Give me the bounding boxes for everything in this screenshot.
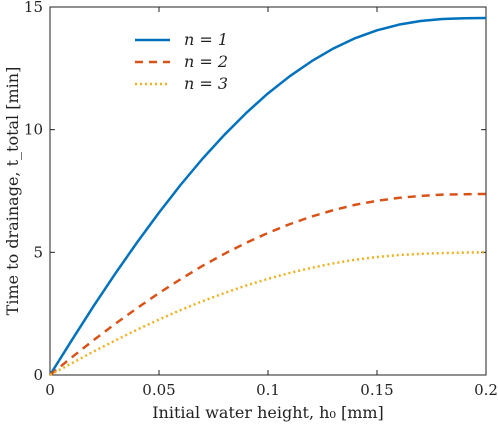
y-tick-label: 10 [24, 121, 43, 139]
plot-frame [49, 6, 487, 376]
x-tick-label: 0.2 [474, 381, 498, 399]
y-tick-label: 0 [33, 366, 43, 384]
axis-ticks [49, 6, 487, 376]
y-axis-label: Time to drainage, t_total [min] [3, 67, 22, 316]
axis-tick-labels: 0 0.05 0.1 0.15 0.2 0 5 10 15 [24, 0, 498, 399]
legend-label-2: n = 2 [184, 52, 228, 71]
legend-label-1: n = 1 [184, 30, 228, 49]
x-tick-label: 0.05 [142, 381, 175, 399]
legend-label-3: n = 3 [184, 74, 228, 93]
x-axis-label: Initial water height, h₀ [mm] [152, 403, 384, 422]
series-lines [48, 16, 487, 377]
x-tick-label: 0.15 [360, 381, 393, 399]
y-tick-label: 5 [33, 243, 43, 261]
series-line-2 [49, 192, 487, 376]
series-line-3 [49, 251, 487, 377]
x-tick-label: 0.1 [256, 381, 280, 399]
y-tick-label: 15 [24, 0, 43, 16]
series-line-1 [48, 16, 487, 376]
x-tick-label: 0 [45, 381, 55, 399]
legend: n = 1 n = 2 n = 3 [135, 30, 228, 93]
